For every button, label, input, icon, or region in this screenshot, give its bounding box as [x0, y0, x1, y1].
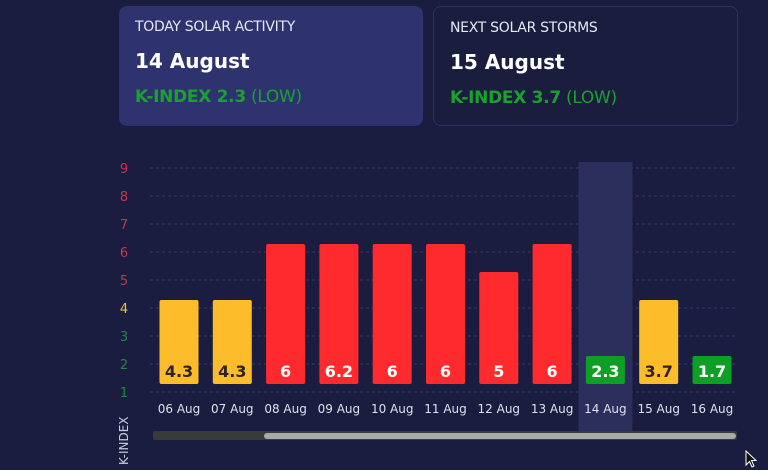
horizontal-scrollbar-thumb[interactable]: [264, 433, 736, 439]
x-tick-label: 11 Aug: [424, 402, 467, 416]
next-solar-storms-card[interactable]: NEXT SOLAR STORMS 15 August K-INDEX 3.7 …: [433, 6, 738, 126]
x-tick-label: 12 Aug: [478, 402, 521, 416]
x-tick-label: 07 Aug: [211, 402, 254, 416]
card-label: TODAY SOLAR ACTIVITY: [135, 19, 295, 35]
y-tick-label: 5: [120, 274, 128, 289]
bar-value-label: 6: [387, 362, 398, 381]
x-tick-label: 16 Aug: [691, 402, 734, 416]
x-tick-label: 13 Aug: [531, 402, 574, 416]
bar-16-aug[interactable]: [692, 356, 732, 384]
x-tick-label: 15 Aug: [637, 402, 680, 416]
y-tick-label: 6: [120, 246, 128, 261]
y-tick-label: 3: [120, 330, 128, 345]
x-tick-label: 10 Aug: [371, 402, 414, 416]
bar-value-label: 3.7: [645, 362, 673, 381]
bar-value-label: 5: [493, 362, 504, 381]
bar-value-label: 4.3: [165, 362, 193, 381]
card-date: 15 August: [450, 50, 565, 74]
kindex-level: (LOW): [250, 87, 302, 107]
bar-07-aug[interactable]: [212, 300, 252, 384]
x-tick-label: 14 Aug: [584, 402, 627, 416]
x-tick-label: 08 Aug: [264, 402, 307, 416]
y-tick-label: 7: [120, 218, 128, 233]
bar-06-aug[interactable]: [159, 300, 199, 384]
highlight-column: [578, 162, 633, 432]
y-tick-label: 1: [120, 386, 128, 401]
bar-11-aug[interactable]: [426, 244, 465, 384]
bar-09-aug[interactable]: [319, 244, 359, 384]
y-tick-label: 4: [120, 302, 128, 317]
bar-13-aug[interactable]: [532, 244, 572, 384]
bar-08-aug[interactable]: [266, 244, 306, 384]
y-tick-label: 9: [120, 162, 128, 177]
bar-14-aug[interactable]: [585, 356, 625, 384]
kindex-level: (LOW): [565, 88, 617, 108]
y-axis-label: K-INDEX: [117, 417, 131, 466]
bar-value-label: 6: [547, 362, 558, 381]
kindex-value: K-INDEX 3.7: [450, 88, 561, 108]
x-tick-label: 06 Aug: [158, 402, 201, 416]
bar-value-label: 6: [440, 362, 451, 381]
bar-10-aug[interactable]: [372, 244, 412, 384]
bar-value-label: 6.2: [325, 362, 353, 381]
card-label: NEXT SOLAR STORMS: [450, 20, 598, 36]
mouse-cursor-icon: [745, 450, 758, 468]
y-tick-label: 8: [120, 190, 128, 205]
bar-12-aug[interactable]: [479, 272, 519, 384]
y-tick-label: 2: [120, 358, 128, 373]
today-solar-activity-card[interactable]: TODAY SOLAR ACTIVITY 14 August K-INDEX 2…: [119, 6, 423, 126]
bar-value-label: 2.3: [591, 362, 619, 381]
x-tick-label: 09 Aug: [318, 402, 361, 416]
bar-value-label: 6: [280, 362, 291, 381]
card-date: 14 August: [135, 49, 250, 73]
bar-value-label: 4.3: [218, 362, 246, 381]
bar-15-aug[interactable]: [639, 300, 679, 384]
kindex-value: K-INDEX 2.3: [135, 87, 246, 107]
bar-value-label: 1.7: [698, 362, 726, 381]
